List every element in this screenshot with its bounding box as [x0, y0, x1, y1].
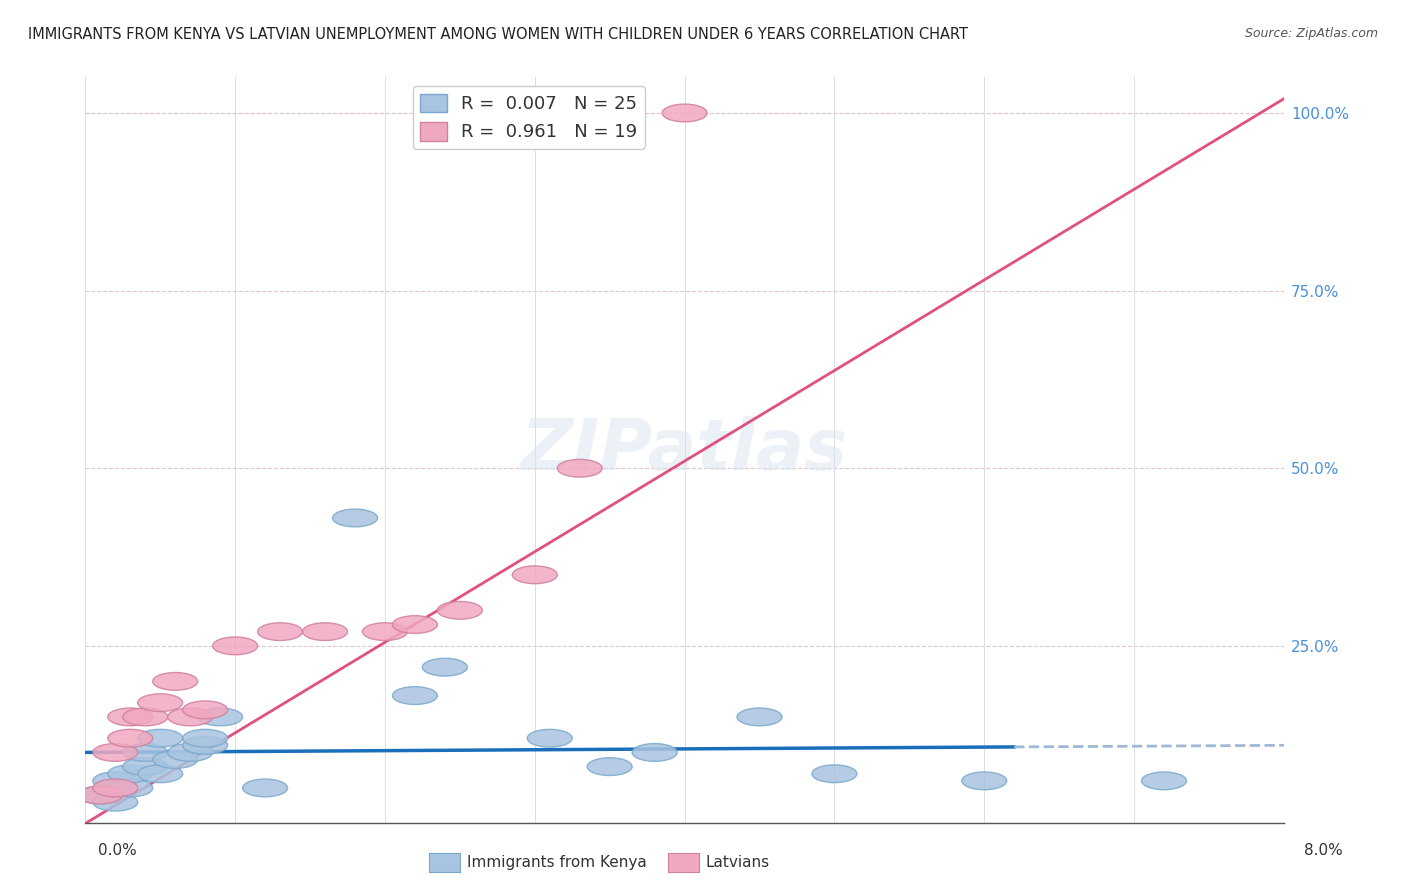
Ellipse shape [108, 779, 153, 797]
Ellipse shape [392, 687, 437, 705]
Ellipse shape [363, 623, 408, 640]
Ellipse shape [811, 764, 856, 782]
Ellipse shape [108, 708, 153, 726]
Ellipse shape [527, 730, 572, 747]
Ellipse shape [302, 623, 347, 640]
Ellipse shape [93, 772, 138, 789]
Ellipse shape [167, 744, 212, 761]
Ellipse shape [392, 615, 437, 633]
Ellipse shape [662, 104, 707, 122]
Ellipse shape [138, 694, 183, 712]
Ellipse shape [633, 744, 678, 761]
Ellipse shape [167, 708, 212, 726]
Ellipse shape [122, 708, 167, 726]
Text: Latvians: Latvians [706, 855, 770, 870]
Ellipse shape [737, 708, 782, 726]
Ellipse shape [588, 758, 633, 775]
Ellipse shape [243, 779, 288, 797]
Ellipse shape [557, 459, 602, 477]
Ellipse shape [153, 673, 198, 690]
Ellipse shape [122, 758, 167, 775]
Text: Source: ZipAtlas.com: Source: ZipAtlas.com [1244, 27, 1378, 40]
Text: IMMIGRANTS FROM KENYA VS LATVIAN UNEMPLOYMENT AMONG WOMEN WITH CHILDREN UNDER 6 : IMMIGRANTS FROM KENYA VS LATVIAN UNEMPLO… [28, 27, 969, 42]
Ellipse shape [138, 764, 183, 782]
Ellipse shape [332, 509, 377, 527]
Ellipse shape [437, 601, 482, 619]
Ellipse shape [138, 730, 183, 747]
Ellipse shape [183, 701, 228, 719]
Ellipse shape [257, 623, 302, 640]
Text: 8.0%: 8.0% [1303, 843, 1343, 858]
Ellipse shape [122, 744, 167, 761]
Ellipse shape [198, 708, 243, 726]
Legend: R =  0.007   N = 25, R =  0.961   N = 19: R = 0.007 N = 25, R = 0.961 N = 19 [413, 87, 645, 149]
Ellipse shape [77, 786, 122, 804]
Ellipse shape [77, 786, 122, 804]
Ellipse shape [108, 730, 153, 747]
Ellipse shape [183, 737, 228, 755]
Ellipse shape [422, 658, 467, 676]
Ellipse shape [183, 730, 228, 747]
Ellipse shape [962, 772, 1007, 789]
Ellipse shape [93, 744, 138, 761]
Text: ZIPatlas: ZIPatlas [520, 416, 848, 485]
Ellipse shape [93, 793, 138, 811]
Ellipse shape [93, 779, 138, 797]
Text: Immigrants from Kenya: Immigrants from Kenya [467, 855, 647, 870]
Text: 0.0%: 0.0% [98, 843, 138, 858]
Ellipse shape [212, 637, 257, 655]
Ellipse shape [1142, 772, 1187, 789]
Ellipse shape [512, 566, 557, 583]
Ellipse shape [153, 751, 198, 768]
Ellipse shape [108, 764, 153, 782]
